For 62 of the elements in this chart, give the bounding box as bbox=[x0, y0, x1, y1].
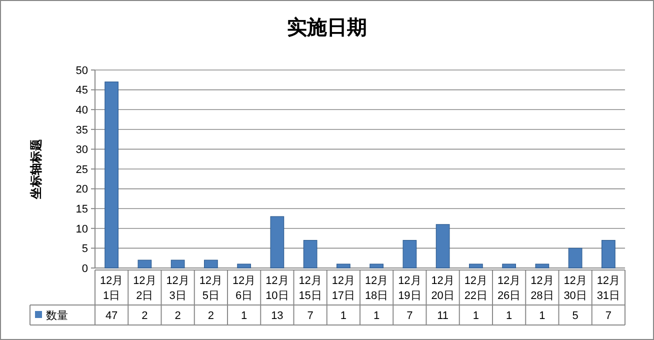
y-tick-label: 35 bbox=[76, 124, 88, 136]
bar bbox=[204, 260, 218, 268]
y-tick-label: 20 bbox=[76, 184, 88, 196]
bar bbox=[402, 240, 417, 268]
y-tick-label: 15 bbox=[76, 203, 88, 216]
chart-title: 实施日期 bbox=[287, 16, 367, 39]
y-tick-label: 25 bbox=[76, 164, 88, 176]
x-tick-label: 12月 28日 bbox=[530, 275, 554, 302]
y-tick-label: 45 bbox=[76, 84, 88, 97]
bar bbox=[502, 264, 516, 268]
data-label: 1 bbox=[472, 310, 479, 322]
y-tick-label: 5 bbox=[82, 243, 88, 256]
y-tick-label: 40 bbox=[76, 104, 88, 116]
data-label: 7 bbox=[307, 310, 314, 322]
data-label: 5 bbox=[572, 310, 578, 322]
x-tick-label: 12月 10日 bbox=[266, 275, 289, 302]
data-label: 11 bbox=[437, 310, 449, 322]
data-label: 2 bbox=[174, 310, 181, 322]
data-label: 2 bbox=[208, 310, 214, 322]
y-tick-label: 50 bbox=[76, 64, 88, 77]
x-tick-label: 12月 15日 bbox=[298, 275, 322, 302]
bar bbox=[237, 264, 251, 268]
data-label: 7 bbox=[406, 310, 413, 322]
y-tick-label: 30 bbox=[76, 144, 88, 156]
x-tick-label: 12月 3日 bbox=[166, 275, 190, 302]
y-tick-label: 0 bbox=[82, 262, 88, 275]
data-label: 1 bbox=[539, 310, 546, 322]
x-tick-label: 12月 2日 bbox=[133, 275, 156, 302]
y-axis-title: 坐标轴标题 bbox=[29, 139, 43, 200]
x-tick-label: 12月 17日 bbox=[332, 275, 356, 302]
data-label: 13 bbox=[271, 310, 284, 322]
bar bbox=[138, 260, 152, 268]
data-label: 1 bbox=[374, 310, 380, 322]
legend-label: 数量 bbox=[46, 310, 68, 322]
bar bbox=[370, 264, 384, 268]
bar bbox=[469, 264, 483, 268]
bar bbox=[303, 240, 318, 268]
data-label: 1 bbox=[241, 310, 248, 322]
x-tick-label: 12月 26日 bbox=[497, 275, 521, 302]
bar bbox=[602, 240, 616, 268]
x-tick-label: 12月 1日 bbox=[100, 275, 124, 302]
data-label: 1 bbox=[340, 310, 346, 322]
bar bbox=[535, 264, 550, 268]
data-label: 2 bbox=[142, 310, 148, 322]
data-label: 7 bbox=[605, 310, 612, 322]
x-tick-label: 12月 18日 bbox=[364, 275, 388, 302]
x-tick-label: 12月 20日 bbox=[431, 275, 454, 302]
bar bbox=[170, 260, 185, 268]
x-tick-label: 12月 30日 bbox=[564, 275, 587, 302]
x-tick-label: 12月 5日 bbox=[199, 275, 223, 302]
data-label: 1 bbox=[506, 310, 512, 322]
x-tick-label: 12月 6日 bbox=[232, 275, 256, 302]
x-tick-label: 12月 19日 bbox=[398, 275, 422, 302]
x-tick-label: 12月 31日 bbox=[596, 275, 620, 302]
y-tick-label: 10 bbox=[76, 223, 88, 236]
bar bbox=[436, 224, 450, 268]
bar bbox=[336, 264, 350, 268]
data-label: 47 bbox=[105, 310, 118, 322]
x-tick-label: 12月 22日 bbox=[464, 275, 488, 302]
bar bbox=[104, 82, 118, 268]
bar bbox=[568, 248, 582, 268]
bar bbox=[270, 216, 284, 268]
